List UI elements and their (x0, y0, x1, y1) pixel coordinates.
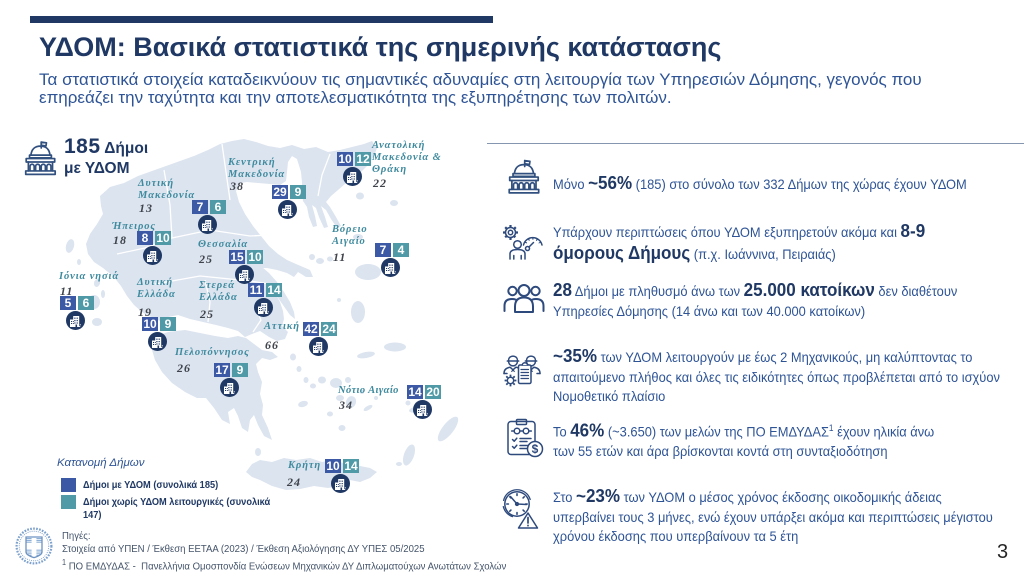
svg-text:$: $ (532, 442, 539, 456)
